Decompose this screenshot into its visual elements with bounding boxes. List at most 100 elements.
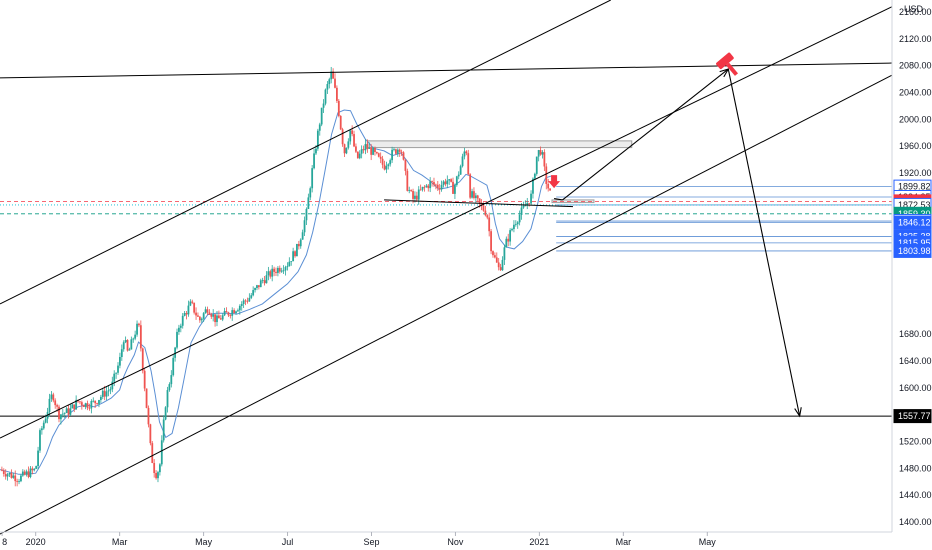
candle-body (179, 325, 182, 328)
candle-body (21, 471, 24, 476)
candle-body (549, 188, 551, 191)
candle-body (294, 251, 296, 257)
candle-body (225, 311, 228, 313)
candle-body (471, 191, 473, 198)
candle-body (16, 481, 19, 482)
time-tick-label: Mar (616, 537, 632, 547)
candle-body (4, 473, 7, 477)
candle-body (541, 152, 544, 155)
candle-body (290, 261, 293, 263)
candle-body (122, 342, 125, 350)
candle-body (493, 255, 496, 258)
candle-body (275, 271, 277, 273)
candle-body (31, 468, 34, 471)
price-tick-label: 2040.00 (899, 88, 932, 98)
candle-body (99, 396, 102, 401)
candle-body (476, 195, 479, 199)
candle-body (433, 182, 435, 185)
price-axis[interactable]: 1400.00 1440.00 1480.00 1520.00 1600.00 1640.… (899, 7, 932, 527)
candle-body (181, 315, 184, 326)
candle-body (37, 450, 39, 467)
candle-body (242, 300, 245, 304)
time-axis[interactable]: 8 2020 Mar May Jul Sep Nov 2021 Mar May (1, 532, 716, 547)
candle-body (381, 158, 384, 165)
candle-body (535, 156, 538, 174)
candle-body (296, 243, 298, 257)
candle-body (419, 189, 422, 191)
candle-body (526, 202, 529, 206)
candle-body (452, 181, 454, 194)
candle-body (337, 100, 340, 116)
gavel-head (716, 52, 734, 70)
trend-line (0, 0, 611, 305)
candle-body (216, 315, 218, 323)
price-tick-label: 1680.00 (899, 329, 932, 339)
candle-body (406, 170, 409, 191)
candle-body (366, 144, 369, 149)
candle-body (227, 312, 230, 316)
candle-body (467, 153, 470, 175)
candle-body (39, 430, 41, 451)
candle-body (240, 303, 243, 306)
candle-body (164, 407, 167, 420)
candle-body (501, 259, 504, 271)
candle-body (465, 151, 468, 154)
candle-body (149, 424, 152, 444)
candle-body (109, 389, 112, 391)
candle-body (172, 357, 175, 376)
candle-body (185, 313, 188, 315)
candle-body (271, 268, 274, 277)
candle-body (80, 402, 83, 406)
candle-body (130, 339, 133, 350)
candle-body (183, 313, 186, 316)
candle-body (115, 372, 118, 374)
candle-body (486, 215, 489, 218)
candle-body (307, 197, 310, 209)
price-tick-label: 2160.00 (899, 7, 932, 17)
time-tick-label: 2020 (26, 537, 46, 547)
candle-body (143, 370, 146, 389)
candle-body (286, 266, 289, 268)
candle-body (457, 174, 460, 177)
candle-body (103, 390, 106, 397)
candle-body (195, 312, 197, 316)
candle-body (385, 166, 388, 170)
candle-body (533, 173, 536, 179)
candlesticks (1, 66, 551, 487)
candle-body (141, 348, 144, 371)
candle-body (229, 315, 232, 317)
candle-body (92, 400, 95, 402)
candle-body (543, 152, 546, 167)
candle-body (94, 400, 97, 404)
candle-body (206, 309, 209, 313)
candle-body (408, 190, 411, 191)
candle-body (313, 153, 315, 169)
projection-arrow-segment (562, 68, 729, 201)
candle-body (210, 314, 213, 317)
candle-body (440, 185, 443, 190)
price-tick-label: 1640.00 (899, 356, 932, 366)
candle-body (518, 214, 521, 223)
price-tick-label: 1920.00 (899, 168, 932, 178)
candle-body (166, 390, 169, 408)
candle-body (56, 405, 59, 407)
price-tick-label: 1520.00 (899, 436, 932, 446)
sell-arrow-icon (548, 175, 561, 189)
candle-body (532, 178, 534, 194)
candle-body (162, 419, 165, 441)
candle-body (273, 268, 275, 272)
candle-body (463, 151, 466, 157)
candle-body (153, 463, 156, 474)
candle-body (412, 191, 414, 199)
candle-body (14, 475, 17, 482)
candle-body (18, 481, 20, 482)
candle-body (459, 166, 462, 175)
candle-body (513, 224, 515, 230)
plot-area[interactable] (0, 0, 893, 535)
candle-body (303, 220, 306, 233)
candle-body (124, 340, 127, 343)
candle-body (29, 468, 32, 477)
candle-body (370, 147, 373, 155)
candle-body (69, 408, 72, 415)
